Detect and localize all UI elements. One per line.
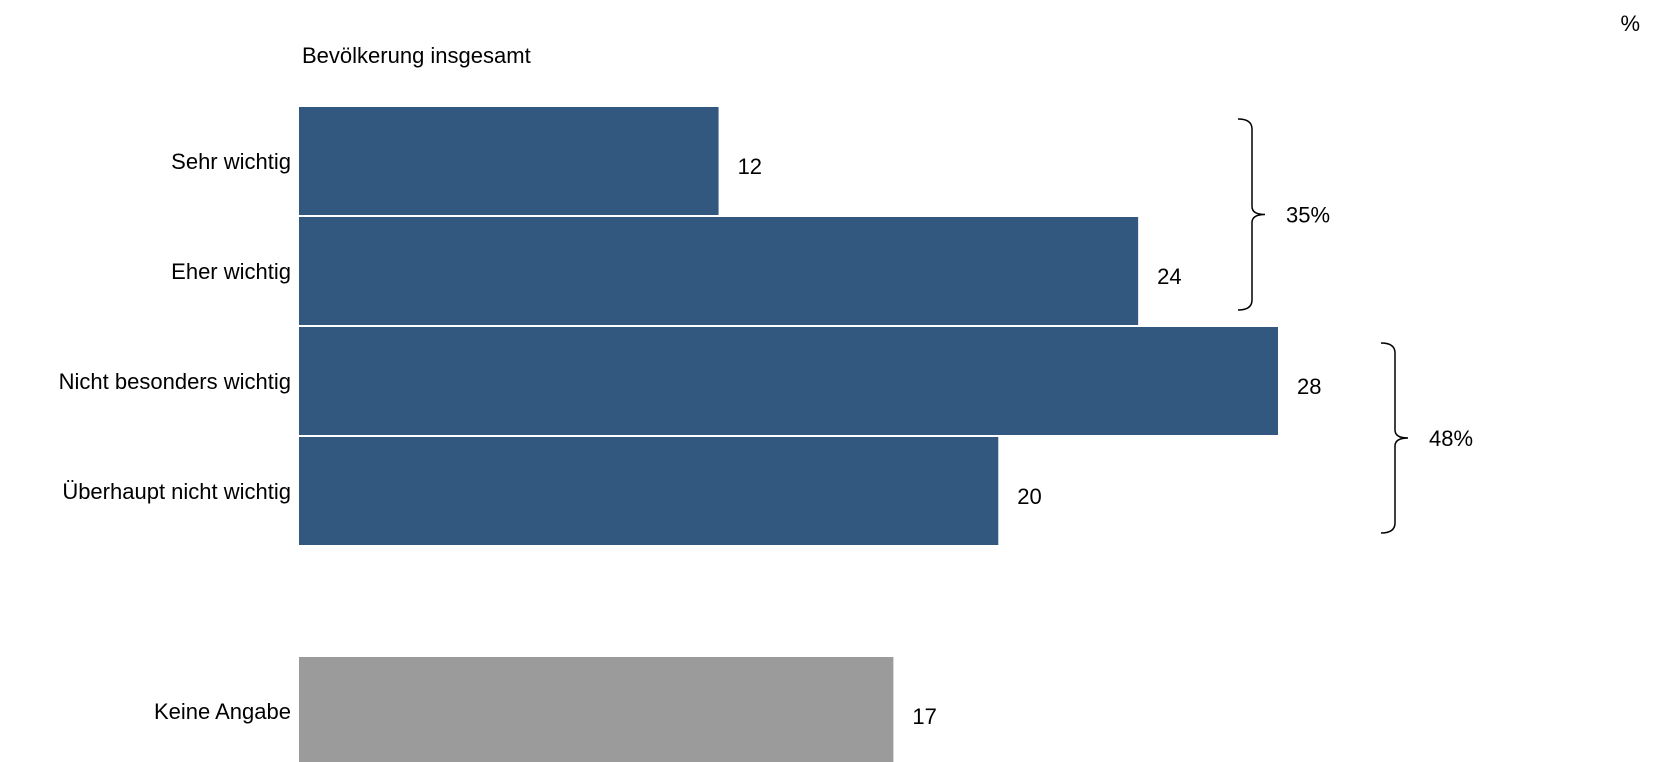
chart-subtitle: Bevölkerung insgesamt	[302, 43, 531, 68]
value-label-0: 12	[738, 154, 762, 179]
category-label-0: Sehr wichtig	[171, 149, 291, 174]
group-bracket-1	[1380, 342, 1409, 534]
category-label-3: Überhaupt nicht wichtig	[62, 479, 291, 504]
bar-1	[299, 217, 1139, 325]
group-brackets: 35% 48%	[1237, 118, 1473, 534]
unit-label: %	[1620, 11, 1640, 36]
category-label-1: Eher wichtig	[171, 259, 291, 284]
category-labels: Sehr wichtig Eher wichtig Nicht besonders …	[59, 149, 291, 724]
group-bracket-0	[1237, 118, 1266, 311]
bar-4	[299, 657, 894, 762]
value-label-3: 20	[1017, 484, 1041, 509]
category-label-4: Keine Angabe	[154, 699, 291, 724]
value-label-1: 24	[1157, 264, 1181, 289]
bar-3	[299, 437, 999, 545]
value-label-4: 17	[912, 704, 936, 729]
bar-0	[299, 107, 719, 215]
group-label-0: 35%	[1286, 203, 1330, 228]
group-label-1: 48%	[1429, 426, 1473, 451]
category-label-2: Nicht besonders wichtig	[59, 369, 291, 394]
value-labels: 12 24 28 20 17	[738, 154, 1322, 729]
value-label-2: 28	[1297, 374, 1321, 399]
bars-layer	[299, 107, 1278, 762]
bar-2	[299, 327, 1278, 435]
